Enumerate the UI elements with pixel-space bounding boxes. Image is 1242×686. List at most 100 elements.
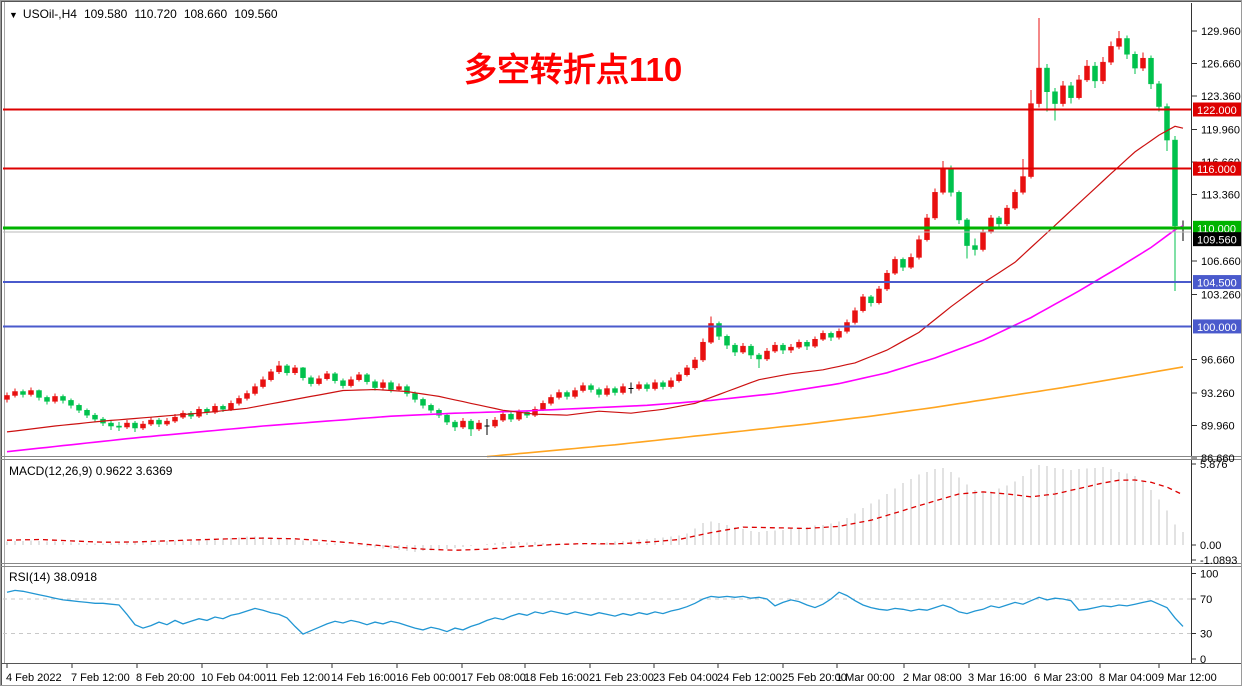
candle bbox=[212, 403, 218, 415]
candle-body bbox=[996, 217, 1002, 225]
candle bbox=[572, 387, 578, 399]
candle bbox=[1164, 103, 1170, 151]
candle bbox=[868, 294, 874, 307]
price-badge-text: 122.000 bbox=[1197, 105, 1237, 117]
candle bbox=[1124, 35, 1130, 60]
candle bbox=[588, 383, 594, 393]
candle-body bbox=[260, 379, 266, 387]
candle-body bbox=[316, 378, 322, 384]
price-badge-text: 100.000 bbox=[1197, 322, 1237, 334]
candle-body bbox=[636, 384, 642, 389]
candle bbox=[428, 403, 434, 414]
candle-body bbox=[388, 382, 394, 390]
candle bbox=[852, 307, 858, 325]
candle-body bbox=[596, 389, 602, 395]
candle bbox=[636, 381, 642, 391]
candle-body bbox=[468, 420, 474, 430]
candle-body bbox=[916, 239, 922, 258]
time-label: 6 Mar 23:00 bbox=[1034, 672, 1093, 684]
main-price-panel bbox=[3, 17, 1191, 458]
candle bbox=[140, 421, 146, 430]
candle-body bbox=[492, 419, 498, 427]
candle-body bbox=[324, 373, 330, 379]
candle-body bbox=[1108, 46, 1114, 63]
candle bbox=[380, 379, 386, 390]
candle bbox=[452, 420, 458, 431]
candle-body bbox=[212, 406, 218, 413]
candle bbox=[756, 353, 762, 368]
candle bbox=[596, 387, 602, 398]
candle-body bbox=[1004, 207, 1010, 225]
time-label: 18 Feb 16:00 bbox=[524, 672, 589, 684]
candle bbox=[20, 389, 26, 398]
ma-mid-magenta bbox=[6, 225, 1184, 453]
candle bbox=[716, 321, 722, 341]
candle-body bbox=[756, 354, 762, 360]
time-label: 7 Feb 12:00 bbox=[71, 672, 130, 684]
candle-body bbox=[108, 422, 114, 427]
candle bbox=[92, 413, 98, 423]
candle bbox=[340, 378, 346, 389]
candle bbox=[420, 397, 426, 409]
candle-body bbox=[980, 231, 986, 250]
candle bbox=[492, 417, 498, 429]
candle bbox=[300, 366, 306, 381]
candle-body bbox=[1060, 85, 1066, 104]
symbol-dropdown-icon[interactable]: ▼ bbox=[9, 10, 18, 20]
time-label: 25 Feb 20:00 bbox=[782, 672, 847, 684]
candle bbox=[644, 382, 650, 392]
candle bbox=[116, 422, 122, 431]
time-label: 24 Feb 12:00 bbox=[717, 672, 782, 684]
candle-body bbox=[724, 336, 730, 346]
candle bbox=[1140, 52, 1146, 72]
macd-indicator-label: MACD(12,26,9) 0.9622 3.6369 bbox=[9, 464, 173, 478]
candle-body bbox=[252, 386, 258, 394]
candle bbox=[260, 376, 266, 389]
price-tick-label: 126.660 bbox=[1201, 59, 1241, 71]
candle-body bbox=[156, 419, 162, 425]
candle bbox=[1100, 57, 1106, 84]
candle bbox=[564, 390, 570, 400]
candle bbox=[1108, 41, 1114, 66]
candle bbox=[444, 413, 450, 426]
candle-body bbox=[164, 420, 170, 425]
time-label: 17 Feb 08:00 bbox=[461, 672, 526, 684]
candle bbox=[204, 407, 210, 416]
ohlc-close: 109.560 bbox=[234, 7, 278, 21]
candle-body bbox=[876, 288, 882, 304]
candle bbox=[348, 376, 354, 388]
candle-body bbox=[116, 425, 122, 428]
candle bbox=[1156, 80, 1162, 112]
candle bbox=[652, 379, 658, 391]
candle bbox=[668, 377, 674, 389]
candle-body bbox=[1100, 61, 1106, 82]
price-badge-bg bbox=[1193, 232, 1241, 247]
candle bbox=[1052, 87, 1058, 121]
candle-body bbox=[580, 385, 586, 391]
candle-body bbox=[428, 405, 434, 411]
candle bbox=[804, 340, 810, 351]
candle bbox=[708, 316, 714, 345]
price-badge-100.000: 100.000 bbox=[1193, 319, 1241, 334]
ma-slow-orange bbox=[486, 366, 1184, 458]
candle-body bbox=[820, 333, 826, 340]
time-label: 9 Mar 12:00 bbox=[1158, 672, 1217, 684]
price-tick-label: 89.960 bbox=[1201, 420, 1235, 432]
macd-panel bbox=[6, 465, 1184, 552]
candle bbox=[396, 383, 402, 392]
candle bbox=[1020, 158, 1026, 195]
ma-fast-red bbox=[6, 125, 1184, 433]
price-tick-label: 96.660 bbox=[1201, 354, 1235, 366]
candle bbox=[532, 406, 538, 418]
candle-body bbox=[1036, 67, 1042, 104]
candle bbox=[244, 390, 250, 401]
candle-body bbox=[908, 257, 914, 268]
candle bbox=[1172, 136, 1178, 291]
candle bbox=[876, 286, 882, 305]
candle-body bbox=[1172, 139, 1178, 227]
candle-body bbox=[796, 341, 802, 348]
candle-body bbox=[436, 410, 442, 416]
candle bbox=[132, 421, 138, 432]
candle-body bbox=[948, 168, 954, 193]
